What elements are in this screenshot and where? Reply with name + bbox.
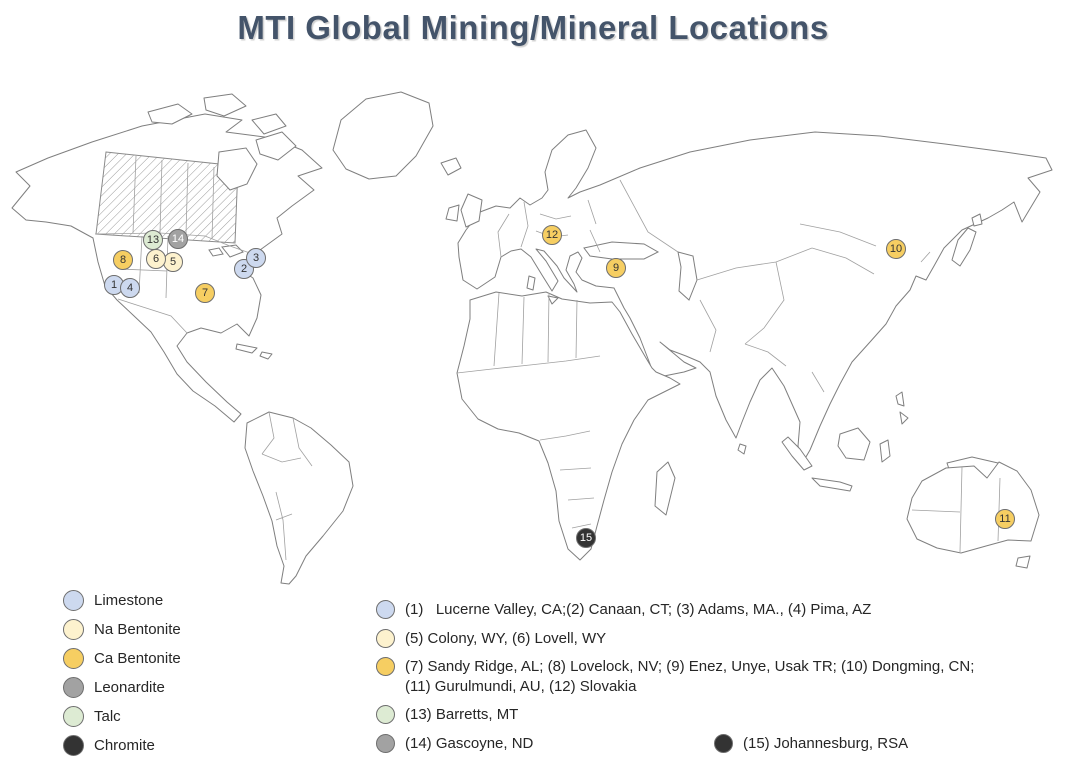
location-entry-talc: (13) Barretts, MT bbox=[376, 705, 518, 725]
location-entry-limestone: (1) Lucerne Valley, CA;(2) Canaan, CT; (… bbox=[376, 600, 871, 620]
location-entry-leonardite: (14) Gascoyne, ND bbox=[376, 733, 714, 754]
limestone-legend-dot bbox=[63, 589, 84, 611]
tasmania-shape bbox=[1015, 555, 1031, 569]
caspian-sea bbox=[677, 251, 698, 301]
legend-label: Limestone bbox=[94, 591, 164, 609]
philippines-shape-2 bbox=[899, 411, 909, 425]
sri-lanka-shape bbox=[737, 443, 747, 455]
location-entry-chromite: (15) Johannesburg, RSA bbox=[714, 733, 909, 754]
ca_bentonite-dot bbox=[376, 657, 395, 676]
legend-item-talc: Talc bbox=[63, 705, 181, 727]
location-text: (7) Sandy Ridge, AL; (8) Lovelock, NV; (… bbox=[405, 658, 975, 695]
legend-label: Chromite bbox=[94, 736, 155, 754]
chromite-legend-dot bbox=[63, 734, 84, 756]
java-shape bbox=[811, 477, 853, 492]
legend-item-na_bentonite: Na Bentonite bbox=[63, 618, 181, 640]
sumatra-shape bbox=[781, 436, 813, 471]
country-borders bbox=[94, 155, 1001, 561]
south-america-shape bbox=[244, 411, 354, 585]
map-marker-15: 15 bbox=[576, 528, 596, 548]
map-marker-8: 8 bbox=[113, 250, 133, 270]
legend-label: Leonardite bbox=[94, 678, 165, 696]
borneo-shape bbox=[837, 427, 871, 461]
arctic-island-3 bbox=[251, 113, 287, 135]
map-marker-3: 3 bbox=[246, 248, 266, 268]
legend-label: Talc bbox=[94, 707, 121, 725]
location-row: (1) Lucerne Valley, CA;(2) Canaan, CT; (… bbox=[376, 600, 1056, 620]
legend-item-chromite: Chromite bbox=[63, 734, 181, 756]
limestone-dot bbox=[376, 600, 395, 619]
legend-label: Na Bentonite bbox=[94, 620, 181, 638]
mineral-legend: Limestone Na Bentonite Ca Bentonite Leonard… bbox=[63, 589, 181, 763]
hudson-bay bbox=[216, 147, 258, 191]
map-marker-10: 10 bbox=[886, 239, 906, 259]
madagascar-shape bbox=[654, 461, 676, 516]
great-lakes bbox=[221, 244, 244, 258]
page-title: MTI Global Mining/Mineral Locations bbox=[237, 9, 829, 46]
map-marker-4: 4 bbox=[120, 278, 140, 298]
location-text: (1) Lucerne Valley, CA;(2) Canaan, CT; (… bbox=[405, 601, 872, 618]
africa-shape bbox=[456, 291, 681, 561]
australia-shape bbox=[906, 461, 1040, 554]
greenland-shape bbox=[332, 91, 434, 180]
iceland-shape bbox=[440, 157, 462, 176]
chromite-dot bbox=[714, 733, 733, 753]
cuba-shape bbox=[235, 343, 258, 354]
location-row: (5) Colony, WY, (6) Lovell, WY bbox=[376, 628, 1056, 649]
map-marker-6: 6 bbox=[146, 249, 166, 269]
map-marker-14: 14 bbox=[168, 229, 188, 249]
location-entry-ca_bentonite: (7) Sandy Ridge, AL; (8) Lovelock, NV; (… bbox=[376, 657, 974, 696]
map-marker-13: 13 bbox=[143, 230, 163, 250]
legend-label: Ca Bentonite bbox=[94, 649, 181, 667]
location-text: (15) Johannesburg, RSA bbox=[743, 734, 909, 752]
leonardite-legend-dot bbox=[63, 676, 84, 698]
hokkaido-shape bbox=[971, 213, 983, 227]
baffin-island bbox=[255, 131, 297, 161]
great-lakes-2 bbox=[208, 247, 224, 257]
location-legend: (1) Lucerne Valley, CA;(2) Canaan, CT; (… bbox=[376, 600, 1056, 762]
sardinia-shape bbox=[526, 275, 536, 291]
legend-item-ca_bentonite: Ca Bentonite bbox=[63, 647, 181, 669]
hispaniola-shape bbox=[259, 351, 273, 360]
location-entry-na_bentonite: (5) Colony, WY, (6) Lovell, WY bbox=[376, 628, 607, 649]
location-row: (13) Barretts, MT bbox=[376, 705, 1056, 725]
location-text: (14) Gascoyne, ND bbox=[405, 734, 534, 752]
location-row: (7) Sandy Ridge, AL; (8) Lovelock, NV; (… bbox=[376, 657, 1056, 696]
location-text: (5) Colony, WY, (6) Lovell, WY bbox=[405, 629, 607, 647]
map-marker-9: 9 bbox=[606, 258, 626, 278]
japan-shape bbox=[951, 227, 977, 267]
sulawesi-shape bbox=[879, 439, 891, 463]
map-marker-7: 7 bbox=[195, 283, 215, 303]
ireland-shape bbox=[445, 204, 460, 222]
talc-dot bbox=[376, 705, 395, 724]
philippines-shape bbox=[895, 391, 905, 407]
legend-item-limestone: Limestone bbox=[63, 589, 181, 611]
location-row: (14) Gascoyne, ND (15) Johannesburg, RSA bbox=[376, 733, 1056, 754]
sicily-shape bbox=[547, 295, 559, 305]
map-marker-1: 1 bbox=[104, 275, 124, 295]
legend-item-leonardite: Leonardite bbox=[63, 676, 181, 698]
map-marker-12: 12 bbox=[542, 225, 562, 245]
ca_bentonite-legend-dot bbox=[63, 647, 84, 669]
map-marker-5: 5 bbox=[163, 252, 183, 272]
talc-legend-dot bbox=[63, 705, 84, 727]
na_bentonite-legend-dot bbox=[63, 618, 84, 640]
great-britain-shape bbox=[460, 193, 483, 228]
map-marker-11: 11 bbox=[995, 509, 1015, 529]
arctic-island-1 bbox=[147, 103, 193, 125]
black-sea bbox=[583, 241, 660, 260]
location-text: (13) Barretts, MT bbox=[405, 706, 519, 723]
na_bentonite-dot bbox=[376, 628, 395, 648]
eurasia-shape bbox=[457, 129, 1053, 463]
arctic-island-2 bbox=[203, 93, 247, 117]
hatched-region bbox=[95, 151, 239, 244]
leonardite-dot bbox=[376, 733, 395, 753]
